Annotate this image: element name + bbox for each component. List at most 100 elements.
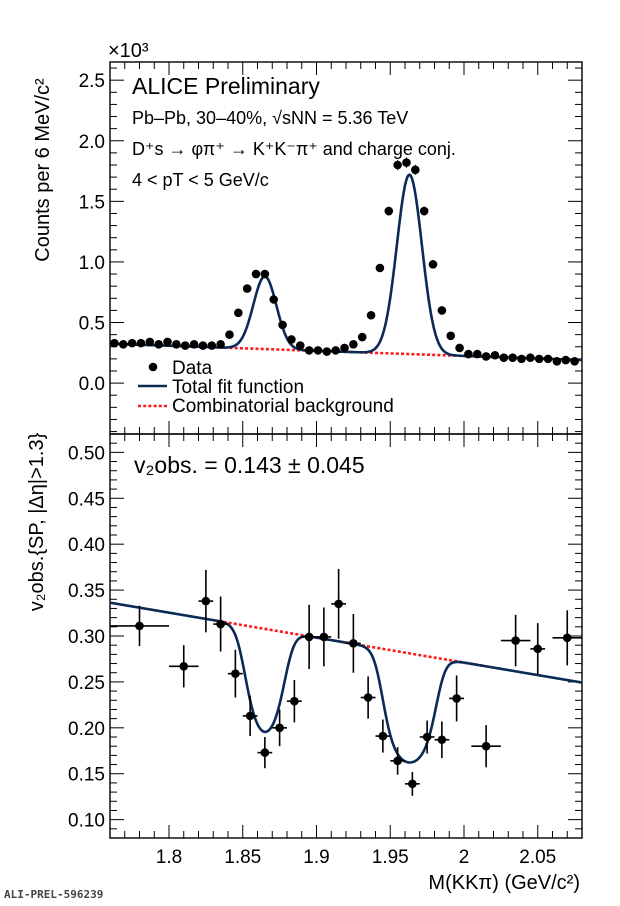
legend-data-marker [148, 362, 158, 372]
bottom-data-point [363, 693, 373, 702]
top-data-point [384, 206, 394, 216]
top-data-point [499, 353, 509, 362]
top-data-point [216, 340, 225, 349]
top-data-point [393, 160, 402, 170]
bottom-data-point [452, 694, 461, 703]
top-y-tick-label: 1.5 [79, 192, 105, 213]
bottom-panel: 0.10 0.15 0.20 0.25 0.30 0.35 0.40 0.45 0.50 1.8… [26, 432, 583, 894]
bottom-data-point [245, 711, 255, 721]
top-data-point [455, 343, 464, 353]
top-data-point [251, 269, 261, 279]
pt-range-label: 4 < pT < 5 GeV/c [132, 170, 269, 190]
bottom-y-tick-label: 0.50 [68, 443, 105, 464]
bottom-data-point [179, 662, 189, 671]
bottom-data-point [349, 639, 358, 648]
x-axis-title: M(KKπ) (GeV/c²) [428, 872, 580, 894]
bottom-data-point [201, 596, 211, 606]
top-data-point [561, 355, 571, 365]
x-tick-label: 1.9 [303, 847, 329, 868]
bottom-y-tick-label: 0.35 [68, 581, 105, 602]
bottom-data-point [562, 633, 572, 643]
bottom-y-tick-label: 0.10 [68, 811, 105, 832]
decay-label: D⁺s → φπ⁺ → K⁺K⁻π⁺ and charge conj. [132, 139, 456, 159]
system-label: Pb–Pb, 30–40%, √sNN = 5.36 TeV [132, 108, 408, 128]
top-data-point [340, 343, 349, 353]
exponent-label: ×10³ [108, 40, 149, 62]
legend-background-label: Combinatorial background [172, 396, 394, 417]
top-data-point [349, 340, 358, 349]
top-data-point [198, 341, 208, 350]
bottom-fit-line [109, 601, 583, 764]
bottom-data-points [110, 568, 582, 796]
top-data-point [552, 356, 562, 366]
top-data-point [331, 346, 340, 355]
top-data-point [295, 341, 305, 350]
top-data-point [526, 353, 535, 362]
bottom-data-point [437, 735, 447, 745]
top-fit-line [109, 173, 583, 362]
top-data-point [269, 295, 279, 304]
x-tick-label: 1.8 [156, 847, 182, 868]
top-data-point [234, 308, 243, 318]
top-data-point [517, 354, 526, 364]
bottom-background-line [213, 618, 487, 668]
top-data-point [322, 347, 332, 356]
bottom-data-point [290, 696, 299, 706]
x-tick-label: 2.05 [519, 847, 556, 868]
top-data-point [490, 350, 500, 360]
top-y-tick-label: 0.5 [79, 314, 105, 335]
legend: Data Total fit function Combinatorial ba… [138, 358, 394, 417]
bottom-y-ticks: 0.10 0.15 0.20 0.25 0.30 0.35 0.40 0.45 0.50 [68, 433, 582, 839]
bottom-x-ticks: 1.8 1.85 1.9 1.95 2 2.05 [109, 434, 583, 868]
bottom-data-point [319, 632, 329, 642]
top-data-point [278, 320, 287, 330]
top-data-point [534, 354, 544, 364]
bottom-data-point [393, 756, 402, 766]
top-fit-curve [109, 173, 583, 362]
bottom-fit-curve [109, 601, 583, 764]
legend-data-label: Data [172, 358, 213, 379]
top-data-point [110, 338, 119, 348]
bottom-data-point [135, 621, 144, 631]
experiment-label: ALICE Preliminary [132, 73, 320, 99]
top-data-point [304, 346, 314, 355]
bottom-data-point [231, 669, 240, 678]
top-data-point [402, 158, 411, 167]
top-data-point [375, 263, 385, 273]
bottom-data-point [304, 632, 314, 642]
bottom-data-point [275, 723, 284, 733]
v2-result-label: v₂obs. = 0.143 ± 0.045 [134, 452, 365, 478]
top-data-point [118, 340, 128, 349]
top-data-point [260, 269, 270, 279]
top-y-tick-label: 1.0 [79, 253, 105, 274]
top-data-point [287, 335, 296, 344]
top-data-point [357, 332, 367, 342]
bottom-y-tick-label: 0.30 [68, 627, 105, 648]
bottom-y-tick-label: 0.20 [68, 719, 105, 740]
top-y-ticks: 0.0 0.5 1.0 1.5 2.0 2.5 [79, 67, 582, 433]
bottom-y-tick-label: 0.25 [68, 673, 105, 694]
top-data-point [189, 340, 199, 349]
bottom-data-point [533, 644, 543, 654]
bottom-data-point [378, 731, 388, 741]
top-data-points [110, 157, 579, 366]
top-data-point [154, 340, 163, 349]
bottom-data-point [260, 748, 270, 757]
top-panel: 0.0 0.5 1.0 1.5 2.0 2.5 ×10³ Counts per 6 MeV… [32, 40, 583, 435]
top-data-point [570, 356, 579, 366]
top-data-point [411, 165, 420, 175]
top-data-point [242, 284, 252, 293]
top-data-point [428, 260, 438, 269]
top-data-point [313, 346, 323, 355]
bottom-y-tick-label: 0.40 [68, 535, 105, 556]
top-data-point [366, 310, 376, 320]
bottom-y-tick-label: 0.45 [68, 489, 105, 510]
x-tick-label: 2 [459, 847, 470, 868]
top-data-point [145, 337, 155, 347]
bottom-background-curve [213, 618, 487, 668]
top-y-axis-title: Counts per 6 MeV/c² [32, 78, 54, 262]
top-data-point [225, 330, 234, 339]
top-data-point [508, 353, 517, 362]
top-data-point [543, 354, 553, 364]
